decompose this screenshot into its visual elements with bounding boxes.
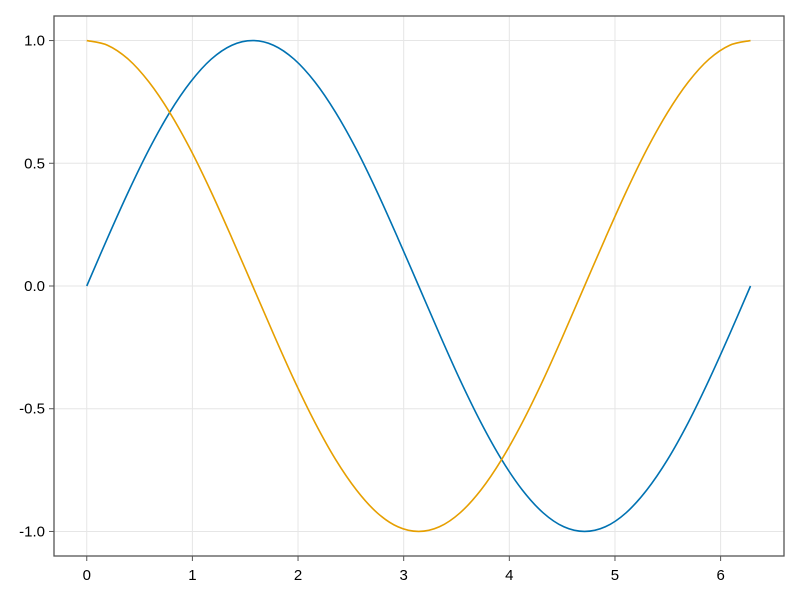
x-tick-label: 4 <box>505 567 513 584</box>
series-line-1 <box>86 39 752 533</box>
series-line-2 <box>86 39 751 533</box>
x-tick-label: 2 <box>294 567 302 584</box>
y-tick-label: -1.0 <box>19 523 45 540</box>
grid <box>54 16 784 556</box>
y-tick-label: 0.5 <box>24 155 45 172</box>
x-tick-label: 5 <box>611 567 619 584</box>
x-tick-label: 1 <box>188 567 196 584</box>
series-group <box>86 39 752 533</box>
y-tick-label: -0.5 <box>19 401 45 418</box>
y-tick-label: 1.0 <box>24 33 45 50</box>
x-tick-label: 3 <box>400 567 408 584</box>
x-tick-label: 0 <box>83 567 91 584</box>
x-tick-label: 6 <box>716 567 724 584</box>
y-tick-label: 0.0 <box>24 278 45 295</box>
ticks: 0 1 2 3 4 5 6 -1.0 -0.5 0.0 0.5 1.0 <box>19 33 725 584</box>
